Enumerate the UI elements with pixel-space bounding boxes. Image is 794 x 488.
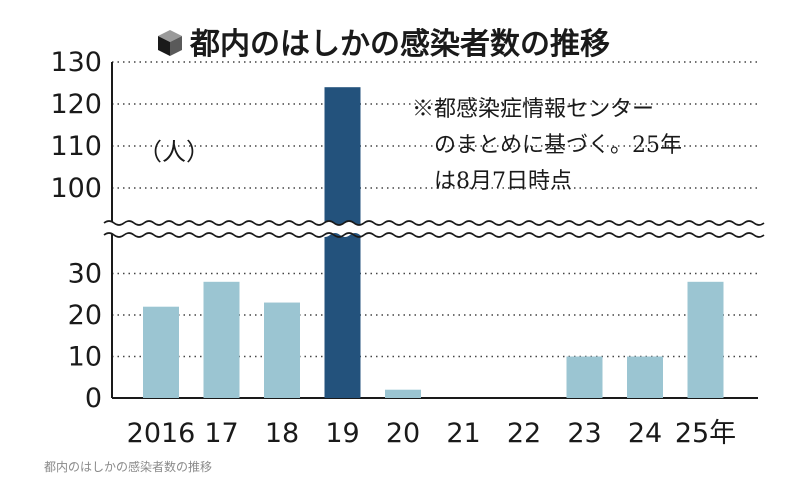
axis-break-line-top: [103, 220, 765, 226]
y-tick-110: 110: [50, 131, 102, 162]
title-group: 都内のはしかの感染者数の推移: [158, 27, 610, 62]
unit-label: （人）: [138, 138, 210, 166]
bar-18: [264, 302, 300, 398]
x-tick-17: 17: [204, 418, 238, 449]
x-tick-labels: 2016 17 18 19 20 21 22 23 24 25年: [127, 418, 737, 449]
x-tick-2016: 2016: [127, 418, 196, 449]
cube-icon: [158, 30, 182, 56]
note-line-3: は8月7日時点: [434, 169, 572, 194]
caption: 都内のはしかの感染者数の推移: [44, 460, 213, 474]
bar-25年: [687, 281, 724, 398]
x-tick-23: 23: [567, 418, 601, 449]
x-tick-22: 22: [507, 418, 541, 449]
bar-2016: [143, 306, 179, 398]
bar-20: [385, 389, 421, 398]
y-tick-130: 130: [50, 47, 102, 78]
bar-17: [203, 281, 240, 398]
y-tick-10: 10: [68, 342, 102, 373]
y-tick-20: 20: [68, 300, 102, 331]
y-tick-120: 120: [50, 89, 102, 120]
y-tick-0: 0: [85, 383, 102, 414]
bar-19: [324, 87, 361, 398]
x-tick-18: 18: [265, 418, 299, 449]
note: ※都感染症情報センター のまとめに基づく。25年 は8月7日時点: [412, 97, 682, 194]
y-tick-labels: 0 10 20 30 100 110 120 130: [50, 47, 102, 414]
bar-23: [566, 356, 603, 398]
x-tick-19: 19: [325, 418, 359, 449]
chart-title: 都内のはしかの感染者数の推移: [189, 27, 610, 62]
y-tick-30: 30: [68, 259, 102, 290]
x-tick-24: 24: [628, 418, 662, 449]
note-line-2: のまとめに基づく。25年: [434, 133, 682, 158]
x-tick-25年: 25年: [675, 418, 736, 449]
note-line-1: ※都感染症情報センター: [412, 97, 654, 122]
bars: [143, 87, 724, 398]
axis-break-line-bottom: [103, 232, 765, 238]
x-tick-20: 20: [386, 418, 420, 449]
axis-break: [90, 220, 770, 238]
y-tick-100: 100: [50, 173, 102, 204]
bar-24: [627, 356, 663, 398]
x-tick-21: 21: [446, 418, 480, 449]
